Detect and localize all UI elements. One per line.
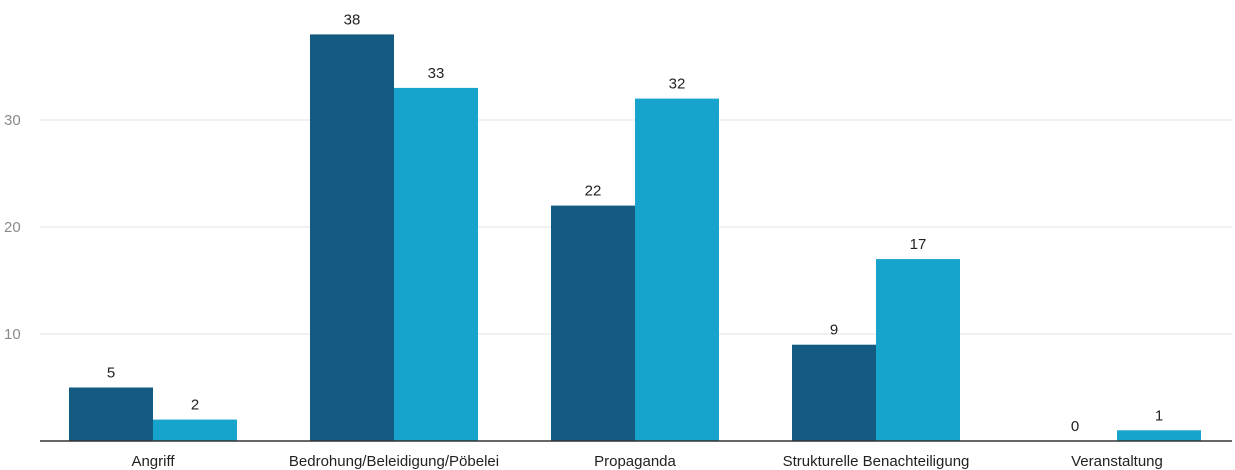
x-axis-tick-labels: Angriff Bedrohung/Beleidigung/Pöbelei Prop… xyxy=(131,453,1162,470)
y-tick-label: 10 xyxy=(4,326,21,343)
x-tick-label: Strukturelle Benachteiligung xyxy=(783,453,970,470)
y-axis-tick-labels: 10 20 30 xyxy=(4,112,21,343)
bar xyxy=(69,387,153,441)
x-tick-label: Bedrohung/Beleidigung/Pöbelei xyxy=(289,453,499,470)
data-label: 0 xyxy=(1071,418,1079,435)
bar xyxy=(876,259,960,441)
data-label: 5 xyxy=(107,365,115,382)
data-label: 2 xyxy=(191,397,199,414)
data-label: 17 xyxy=(910,236,927,253)
data-label: 33 xyxy=(428,65,445,82)
bar xyxy=(1117,430,1201,441)
x-tick-label: Propaganda xyxy=(594,453,676,470)
data-label: 32 xyxy=(669,76,686,93)
y-tick-label: 20 xyxy=(4,219,21,236)
x-tick-label: Angriff xyxy=(131,453,175,470)
data-labels: 5 2 38 33 22 32 9 17 0 1 xyxy=(107,11,1163,435)
data-label: 38 xyxy=(344,11,361,28)
data-label: 9 xyxy=(830,322,838,339)
y-tick-label: 30 xyxy=(4,112,21,129)
bar xyxy=(153,419,237,441)
data-label: 1 xyxy=(1155,407,1163,424)
bars xyxy=(69,34,1201,442)
bar xyxy=(792,344,876,441)
bar xyxy=(551,205,635,441)
bar xyxy=(635,98,719,441)
x-tick-label: Veranstaltung xyxy=(1071,453,1163,470)
bar xyxy=(310,34,394,442)
data-label: 22 xyxy=(585,183,602,200)
bar xyxy=(394,87,478,442)
